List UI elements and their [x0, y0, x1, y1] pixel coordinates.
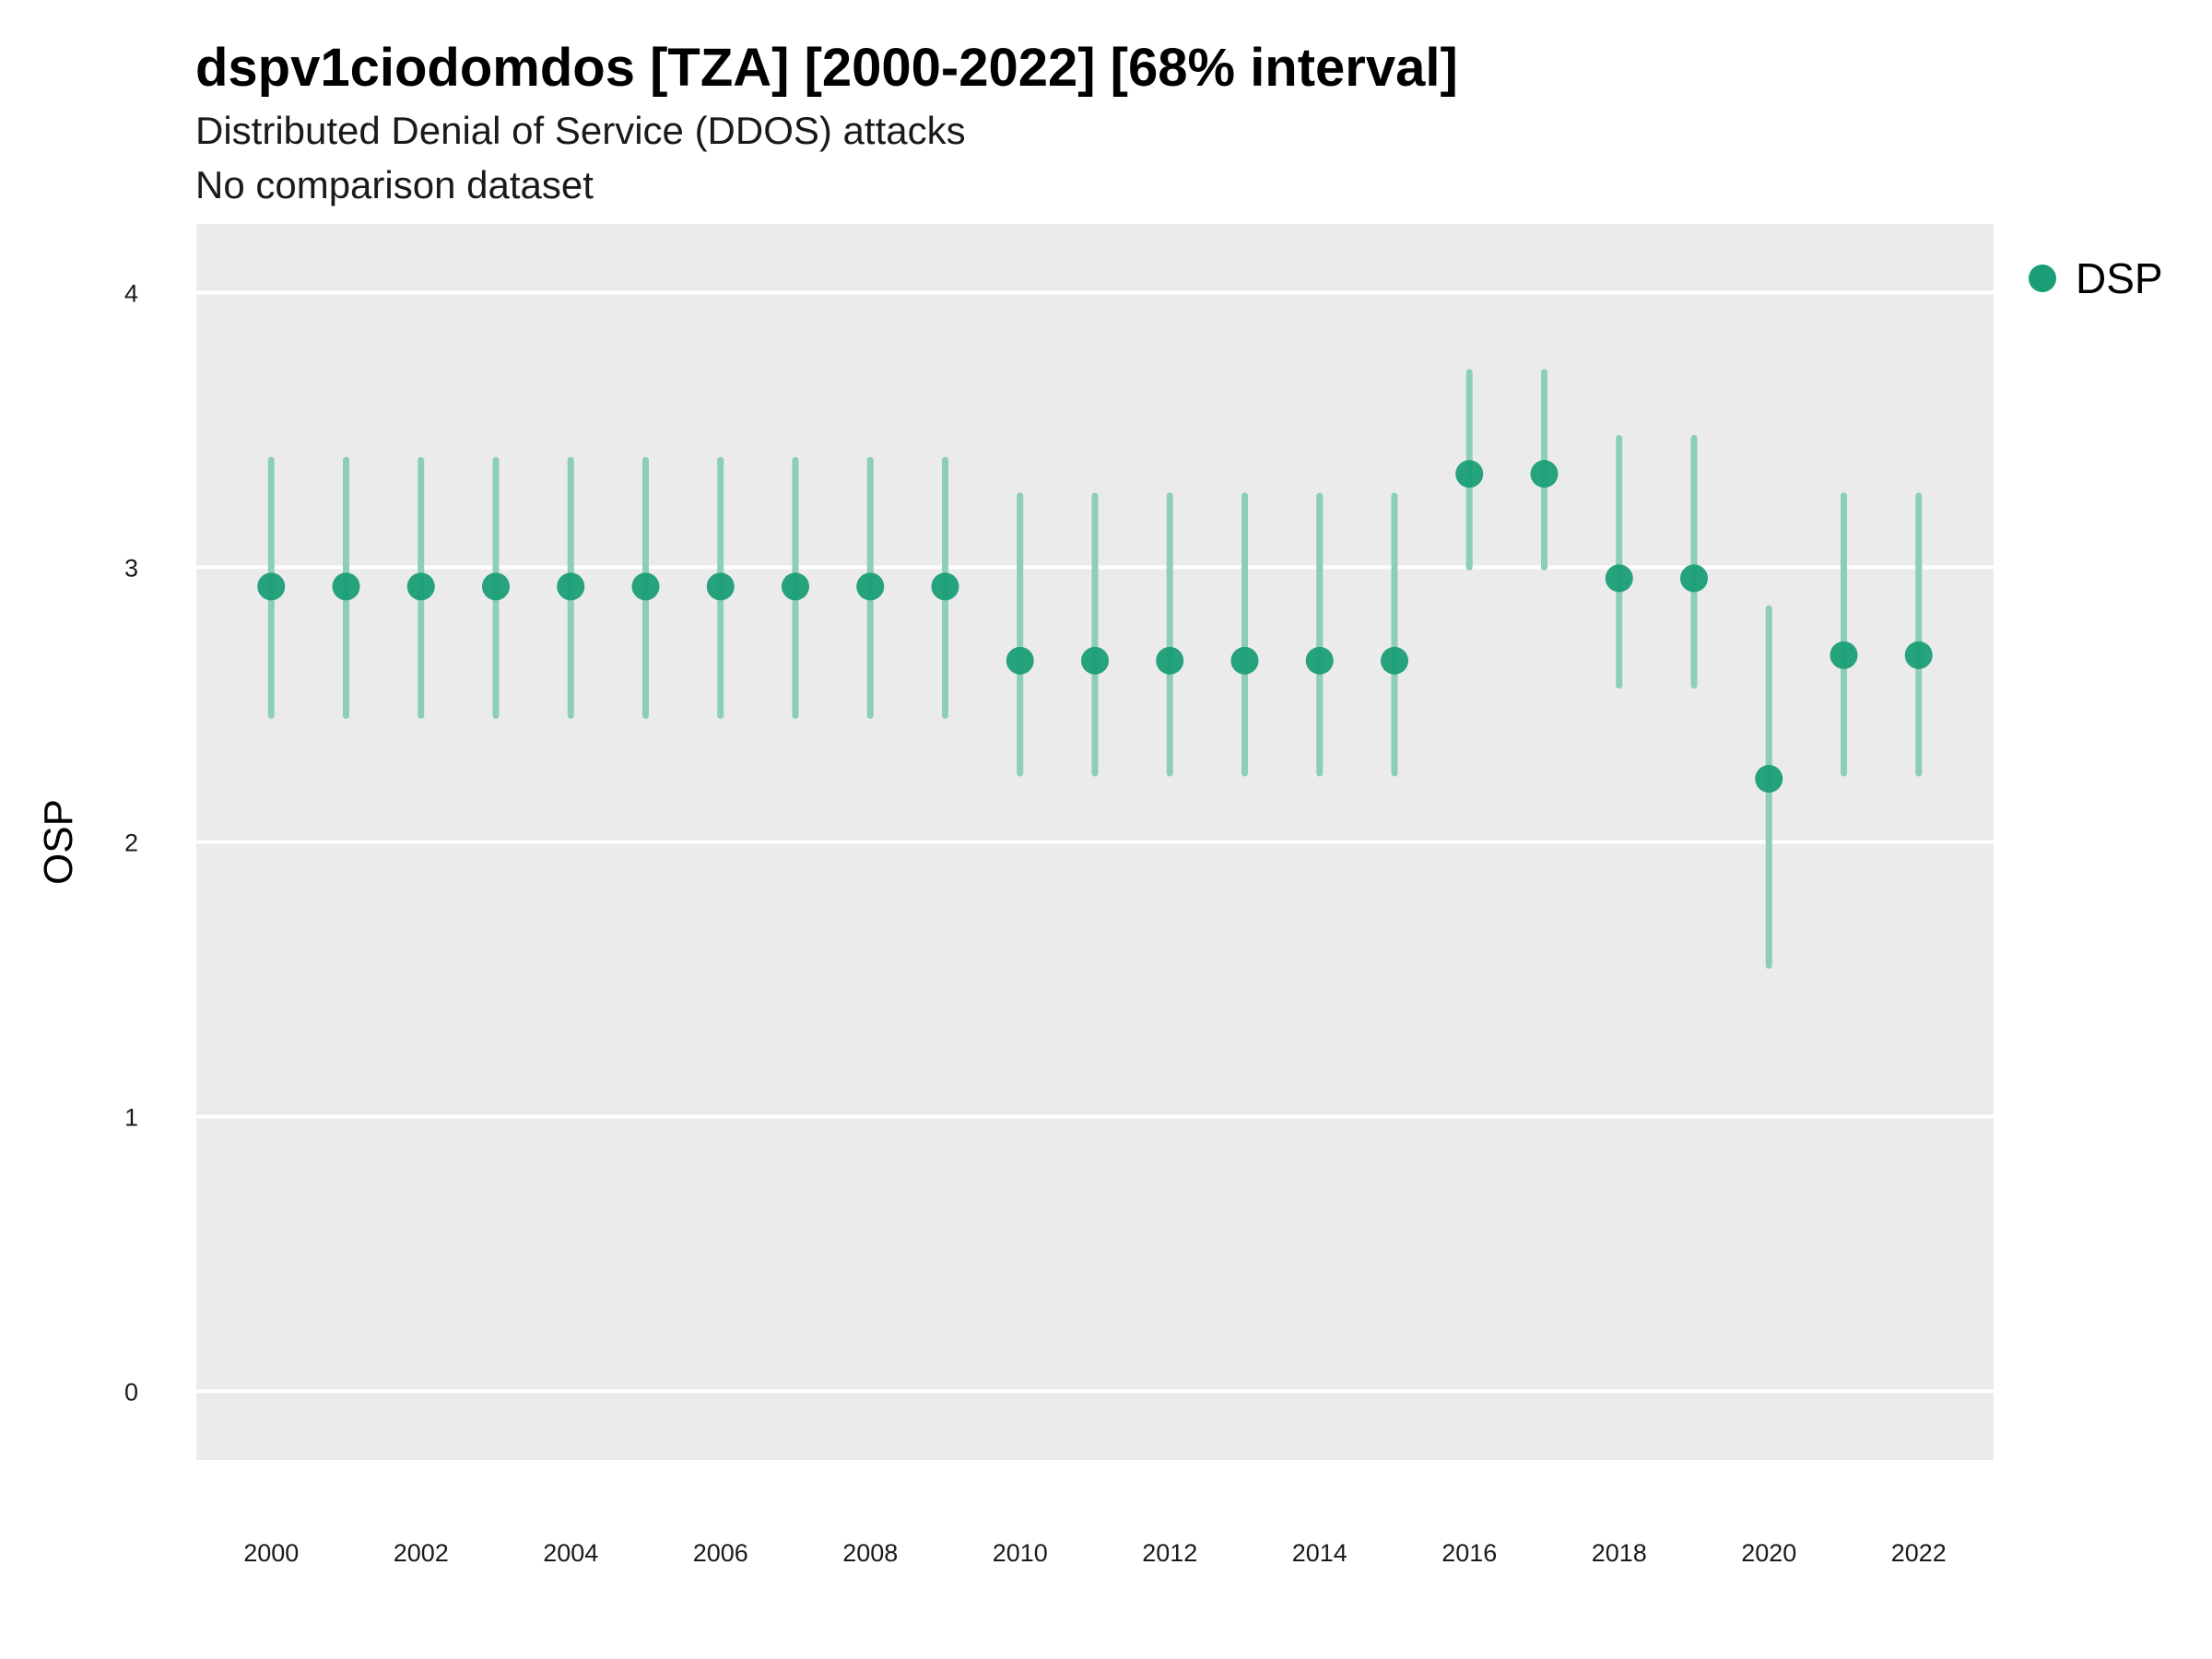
point-2011 [1081, 646, 1109, 675]
point-2017 [1530, 460, 1559, 488]
chart-subtitle: Distributed Denial of Service (DDOS) att… [195, 109, 966, 152]
point-2014 [1305, 646, 1334, 675]
chart-caption: No comparison dataset [195, 163, 594, 206]
y-tick-label-2: 2 [124, 830, 138, 857]
y-tick-label-0: 0 [124, 1379, 138, 1406]
point-2020 [1755, 764, 1783, 793]
x-tick-label-2012: 2012 [1142, 1539, 1197, 1567]
point-2019 [1680, 564, 1708, 593]
x-tick-label-2006: 2006 [693, 1539, 748, 1567]
x-tick-label-2008: 2008 [842, 1539, 898, 1567]
x-tick-label-2020: 2020 [1741, 1539, 1796, 1567]
point-2003 [482, 572, 510, 601]
x-tick-label-2018: 2018 [1592, 1539, 1647, 1567]
legend: DSP [2029, 254, 2163, 302]
point-2002 [406, 572, 435, 601]
point-2021 [1830, 641, 1858, 669]
point-2022 [1904, 641, 1933, 669]
x-tick-label-2022: 2022 [1891, 1539, 1947, 1567]
legend-label-dsp: DSP [2076, 254, 2163, 302]
x-axis-ticks: 2000 2002 2004 2006 2008 2010 2012 2014 2016 2018… [243, 1539, 1947, 1567]
point-2018 [1605, 564, 1633, 593]
point-2015 [1381, 646, 1408, 675]
chart-title: dspv1ciodomdos [TZA] [2000-2022] [68% in… [195, 38, 1458, 98]
point-2013 [1230, 646, 1259, 675]
point-2006 [706, 572, 735, 601]
point-2007 [782, 572, 809, 601]
x-tick-label-2004: 2004 [543, 1539, 598, 1567]
y-tick-label-4: 4 [124, 280, 138, 308]
point-2016 [1455, 460, 1484, 488]
point-2004 [557, 572, 585, 601]
x-tick-label-2014: 2014 [1292, 1539, 1347, 1567]
y-tick-label-1: 1 [124, 1104, 138, 1132]
x-tick-label-2016: 2016 [1441, 1539, 1497, 1567]
point-2009 [931, 572, 959, 601]
y-tick-label-3: 3 [124, 555, 138, 582]
point-2005 [631, 572, 660, 601]
data-points [257, 460, 1933, 793]
x-tick-label-2000: 2000 [243, 1539, 299, 1567]
point-2000 [257, 572, 286, 601]
point-2008 [856, 572, 885, 601]
point-2010 [1006, 646, 1034, 675]
x-tick-label-2002: 2002 [394, 1539, 449, 1567]
point-2012 [1156, 646, 1184, 675]
y-axis-ticks: 0 1 2 3 4 [124, 280, 138, 1406]
x-tick-label-2010: 2010 [993, 1539, 1048, 1567]
legend-swatch-dsp [2029, 265, 2056, 292]
y-axis-label: OSP [36, 799, 81, 885]
point-2001 [332, 572, 360, 601]
